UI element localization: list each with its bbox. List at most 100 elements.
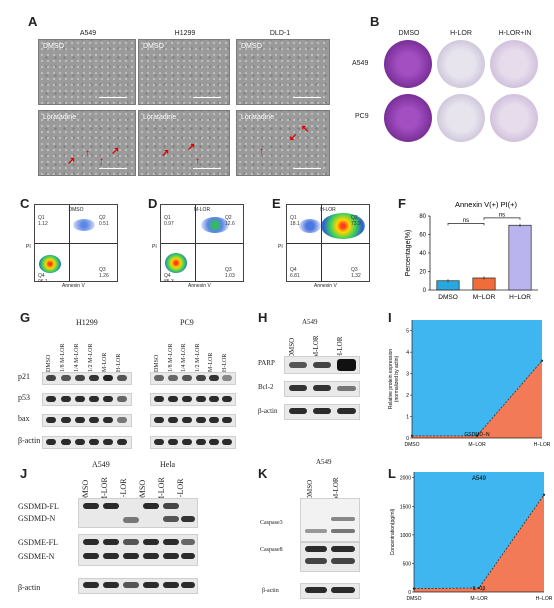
scale-bar	[99, 167, 127, 169]
panel-d-letter: D	[148, 196, 158, 211]
band	[117, 439, 127, 445]
band	[222, 439, 232, 445]
band	[154, 375, 164, 381]
lane-label: 1/8 M-LOR	[167, 343, 174, 373]
quadrant-q3: Q3 1.32	[351, 267, 361, 279]
band	[313, 385, 331, 391]
quadrant-q3: Q3 1.03	[225, 267, 235, 279]
flow-title: H-LOR	[320, 207, 336, 213]
band	[181, 553, 195, 559]
blot-j-gsdme	[78, 534, 198, 566]
red-arrow-icon: ↗	[161, 148, 170, 159]
panel-h-row-bcl2: Bcl-2	[258, 383, 274, 391]
data-point	[477, 586, 481, 590]
band	[182, 417, 192, 423]
y-tick-label: 80	[419, 214, 426, 220]
band	[163, 503, 179, 509]
panel-h-row-parp: PARP	[258, 359, 275, 367]
red-arrow-icon: ↑	[99, 156, 104, 167]
lane-label: M-LOR	[102, 352, 108, 372]
band	[154, 396, 164, 402]
y-tick-label: 1500	[400, 504, 411, 510]
blot-j-actin	[78, 578, 198, 594]
band	[222, 417, 232, 423]
y-tick-label: 2000	[400, 476, 411, 482]
band	[103, 582, 119, 588]
band	[46, 396, 56, 402]
band	[89, 439, 99, 445]
band	[75, 417, 85, 423]
lane-label: H-LOR	[336, 336, 344, 358]
panel-j-letter: J	[20, 466, 28, 481]
band	[182, 375, 192, 381]
y-tick-label: 0	[423, 288, 427, 294]
x-tick-label: M−LOR	[470, 596, 488, 602]
scale-bar	[293, 167, 321, 169]
micrograph-tag: Loratadine	[241, 114, 275, 121]
band	[196, 439, 206, 445]
micrograph-h1299-dmso: DMSO	[138, 39, 230, 105]
panel-j-row-gsdme-n: GSDME-N	[18, 552, 55, 561]
lane-label: DMSO	[154, 354, 160, 372]
band	[89, 375, 99, 381]
chart-title: Annexin V(+) PI(+)	[455, 200, 518, 209]
band	[163, 539, 179, 545]
band	[103, 553, 119, 559]
band	[75, 396, 85, 402]
panel-j-row-gsdme-fl: GSDME-FL	[18, 538, 59, 547]
gate-line	[287, 243, 369, 244]
panel-a-col-a549: A549	[79, 30, 97, 37]
chart-inner-label: GSDMD−N	[464, 432, 490, 438]
lane-label: M-LOR	[312, 335, 320, 358]
panel-h-group: A549	[302, 318, 318, 326]
band	[83, 582, 99, 588]
band	[117, 375, 127, 381]
band	[103, 375, 113, 381]
significance-label: ns	[499, 212, 505, 218]
panel-k-row-caspase3: Caspase3	[260, 520, 283, 526]
band	[46, 439, 56, 445]
gate-line	[161, 243, 243, 244]
cell-population	[299, 219, 321, 233]
y-axis-label: Concentration(pg/ml)	[390, 508, 396, 555]
band	[143, 503, 159, 509]
blot-k-caspase8	[300, 542, 360, 572]
area-bottom	[412, 360, 542, 438]
blot-h1299-p21	[42, 372, 132, 385]
quadrant-q1: Q1 18.1	[290, 215, 300, 227]
flow-ylabel: PI	[26, 244, 31, 250]
band	[209, 439, 219, 445]
band	[75, 439, 85, 445]
quadrant-q4: Q4 6.81	[290, 267, 300, 279]
cell-population	[201, 217, 229, 233]
panel-f-letter: F	[398, 196, 406, 211]
data-point	[540, 359, 544, 362]
band	[181, 582, 195, 588]
band	[337, 386, 356, 391]
blot-h-parp	[284, 356, 360, 374]
x-tick-label: DMSO	[407, 596, 422, 602]
band	[61, 439, 71, 445]
lane-label: H-LOR	[116, 353, 122, 372]
quadrant-q1: Q1 0.97	[164, 215, 174, 227]
lane-label: 1/8 M-LOR	[60, 343, 66, 373]
panel-c-letter: C	[20, 196, 30, 211]
quadrant-q4: Q4 85.3	[164, 273, 174, 282]
x-tick-label: DMSO	[438, 294, 458, 301]
band	[337, 408, 356, 414]
significance-label: ns	[463, 218, 469, 224]
scale-bar	[193, 96, 221, 98]
annexin-bar-chart: Annexin V(+) PI(+) 0 20 40 60 80 Percentage(%)…	[405, 200, 538, 301]
band	[163, 553, 179, 559]
cell-population	[321, 213, 365, 239]
panel-g-row-bax: bax	[18, 414, 30, 423]
chart-title: A549	[472, 476, 487, 482]
bar	[508, 224, 532, 291]
y-axis-label-line: (normalized by actin)	[394, 355, 400, 402]
flow-ylabel: PI	[152, 244, 157, 250]
band	[181, 516, 195, 522]
band	[196, 417, 206, 423]
band	[83, 539, 99, 545]
significance-bracket	[447, 223, 485, 226]
panel-a-col-h1299: H1299	[174, 30, 196, 37]
